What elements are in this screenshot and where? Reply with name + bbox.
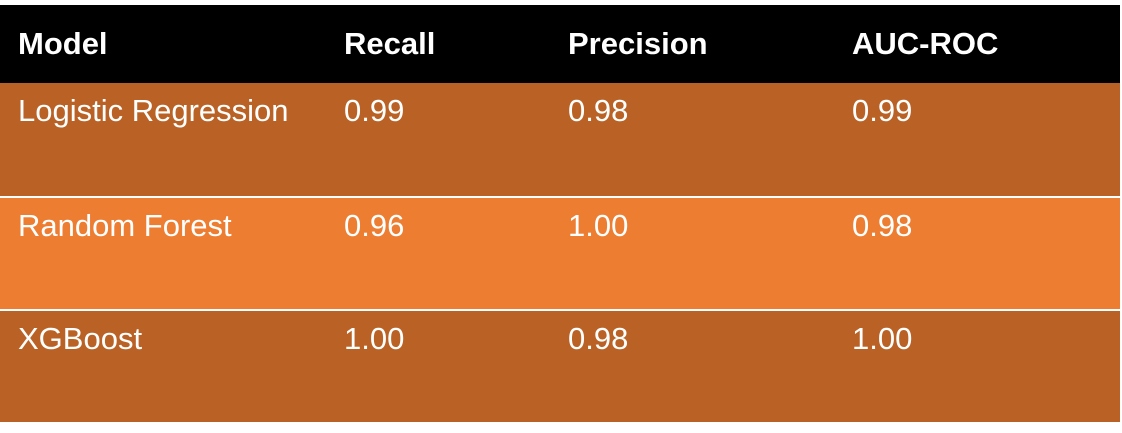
header-cell-model: Model <box>18 26 108 61</box>
cell-precision: 0.98 <box>568 321 629 356</box>
header-cell-recall: Recall <box>344 26 436 61</box>
cell-model: Random Forest <box>18 208 232 243</box>
cell-precision: 0.98 <box>568 93 629 128</box>
cell-recall: 0.99 <box>344 93 405 128</box>
cell-auc-roc: 1.00 <box>852 321 913 356</box>
table-row: Random Forest 0.96 1.00 0.98 <box>0 196 1120 309</box>
cell-model: Logistic Regression <box>18 93 289 128</box>
cell-recall: 0.96 <box>344 208 405 243</box>
cell-auc-roc: 0.98 <box>852 208 913 243</box>
table-row: Logistic Regression 0.99 0.98 0.99 <box>0 83 1120 196</box>
cell-recall: 1.00 <box>344 321 405 356</box>
header-cell-precision: Precision <box>568 26 708 61</box>
cell-auc-roc: 0.99 <box>852 93 913 128</box>
header-cell-auc-roc: AUC-ROC <box>852 26 999 61</box>
table-header-row: Model Recall Precision AUC-ROC <box>0 5 1120 83</box>
cell-precision: 1.00 <box>568 208 629 243</box>
table-row: XGBoost 1.00 0.98 1.00 <box>0 309 1120 422</box>
metrics-table: Model Recall Precision AUC-ROC Logistic … <box>0 5 1120 422</box>
cell-model: XGBoost <box>18 321 143 356</box>
